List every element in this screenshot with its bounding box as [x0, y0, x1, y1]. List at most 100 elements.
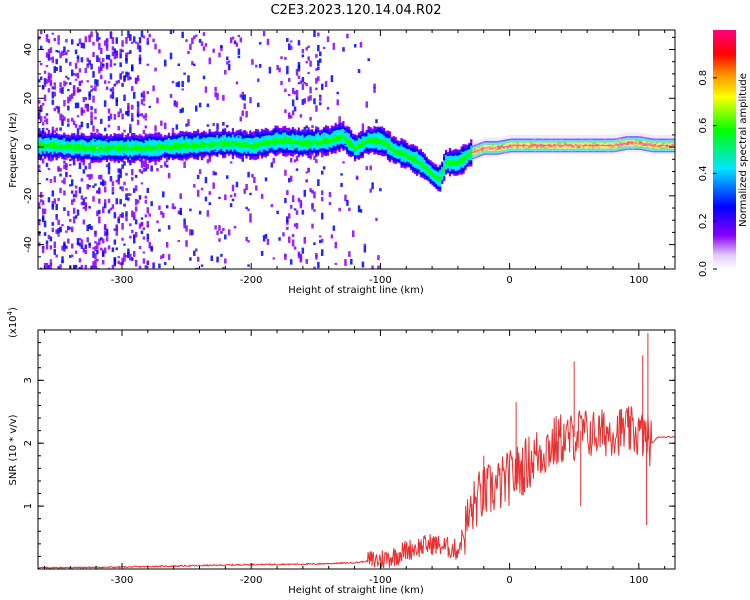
spectrogram-ridge-cell	[365, 138, 368, 141]
spectrogram-ridge-cell	[82, 156, 85, 159]
spectrogram-ridge-cell	[131, 142, 134, 145]
spectrogram-ridge-cell	[107, 148, 110, 150]
spectrogram-ridge-cell	[206, 148, 209, 151]
spectrogram-noise-cell	[257, 78, 260, 83]
spectrogram-ridge-cell	[338, 139, 341, 142]
spectrogram-ridge-cell	[243, 137, 246, 140]
spectrogram-ridge-cell	[61, 144, 64, 146]
spectrogram-ridge-cell	[101, 157, 105, 160]
spectrogram-noise-cell	[235, 81, 239, 85]
spectrogram-ridge-cell	[218, 143, 221, 146]
spectrogram-ridge-cell	[330, 134, 333, 136]
spectrogram-ridge-cell	[338, 127, 341, 129]
spectrogram-ridge-cell	[227, 137, 231, 139]
spectrogram-ridge-cell	[154, 133, 157, 136]
spectrogram-ridge-cell	[288, 139, 291, 142]
spectrogram-ridge-cell	[38, 150, 41, 153]
spectrogram-noise-cell	[115, 200, 119, 203]
spectrogram-ridge-cell	[47, 129, 50, 132]
spectrogram-ridge-cell	[121, 142, 124, 145]
spectrogram-ridge-cell	[328, 142, 331, 145]
spectrogram-ridge-cell	[342, 147, 345, 150]
spectrogram-ridge-cell	[167, 140, 171, 142]
spectrogram-noise-cell	[88, 63, 91, 66]
spectrogram-ridge-cell	[309, 144, 312, 146]
spectrogram-ridge-cell	[348, 130, 351, 133]
spectrogram-ridge-cell	[113, 147, 116, 150]
spectrogram-ridge-cell	[148, 145, 151, 148]
spectrogram-ridge-cell	[222, 145, 225, 148]
spectrogram-ridge-cell	[264, 152, 267, 154]
spectrogram-ridge-cell	[80, 146, 83, 148]
spectrogram-ridge-cell	[369, 150, 372, 152]
spectrogram-ridge-cell	[167, 133, 171, 136]
spectrogram-ridge-cell	[100, 147, 103, 149]
spectrogram-ridge-cell	[131, 133, 134, 135]
spectrogram-noise-cell	[121, 82, 124, 87]
spectrogram-ridge-cell	[86, 157, 89, 160]
spectrogram-ridge-cell	[169, 154, 172, 157]
spectrogram-ridge-cell	[92, 159, 95, 162]
spectrogram-ridge-cell	[375, 151, 378, 153]
spectrogram-ridge-cell	[346, 151, 349, 154]
spectrogram-ridge-cell	[346, 134, 349, 137]
spectrogram-noise-cell	[51, 227, 55, 233]
spectrogram-ridge-cell	[297, 128, 300, 131]
spectrogram-ridge-cell	[158, 140, 161, 143]
spectrogram-ridge-cell	[109, 139, 112, 141]
spectrogram-ridge-cell	[266, 134, 269, 137]
spectrogram-noise-cell	[154, 160, 157, 165]
spectrogram-ridge-cell	[377, 141, 380, 143]
spectrogram-ridge-cell	[163, 136, 167, 138]
spectrogram-noise-cell	[330, 75, 334, 83]
spectrogram-ridge-cell	[216, 138, 219, 140]
spectrogram-ridge-cell	[156, 151, 159, 153]
spectrogram-ridge-cell	[160, 149, 163, 152]
spectrogram-ridge-cell	[113, 135, 116, 138]
spectrogram-noise-cell	[39, 116, 43, 123]
spectrogram-noise-cell	[105, 228, 109, 235]
spectrogram-ridge-cell	[299, 152, 302, 154]
spectrogram-ridge-cell	[262, 129, 266, 132]
spectrogram-ridge-cell	[187, 142, 190, 145]
spectrogram-ridge-cell	[227, 135, 231, 138]
spectrogram-ridge-cell	[198, 132, 202, 135]
spectrogram-noise-cell	[70, 179, 74, 187]
spectrogram-ridge-cell	[231, 146, 235, 148]
spectrogram-ridge-cell	[156, 147, 159, 150]
spectrogram-ridge-cell	[134, 159, 138, 161]
spectrogram-ridge-cell	[160, 138, 163, 141]
spectrogram-ridge-cell	[72, 140, 76, 142]
spectrogram-ridge-cell	[131, 147, 134, 150]
spectrogram-ridge-cell	[121, 148, 124, 151]
spectrogram-ridge-cell	[253, 154, 256, 157]
spectrogram-ridge-cell	[260, 137, 264, 140]
spectrogram-ridge-cell	[129, 142, 132, 144]
spectrogram-ridge-cell	[280, 129, 283, 131]
spectrogram-ridge-cell	[369, 129, 372, 132]
spectrogram-noise-cell	[63, 46, 66, 53]
spectrogram-ridge-cell	[115, 142, 118, 145]
spectrogram-ridge-cell	[169, 148, 172, 151]
spectrogram-ridge-cell	[86, 151, 89, 154]
spectrogram-ridge-cell	[297, 148, 300, 150]
spectrogram-ridge-cell	[286, 140, 289, 142]
spectrogram-ridge-cell	[51, 138, 54, 140]
spectrogram-ridge-cell	[86, 138, 89, 140]
spectrogram-ridge-cell	[274, 127, 277, 130]
spectrogram-ridge-cell	[313, 143, 316, 145]
spectrogram-noise-cell	[152, 262, 155, 268]
spectrogram-ridge-cell	[136, 150, 140, 152]
spectrogram-ridge-cell	[280, 148, 283, 151]
spectrogram-ridge-cell	[179, 144, 182, 146]
spectrogram-noise-cell	[129, 223, 132, 227]
spectrogram-noise-cell	[276, 210, 279, 215]
spectrogram-ridge-cell	[63, 149, 66, 152]
spectrogram-ridge-cell	[359, 145, 362, 148]
spectrogram-ridge-cell	[309, 149, 312, 151]
spectrogram-ridge-cell	[255, 135, 258, 137]
spectrogram-ridge-cell	[171, 142, 174, 145]
spectrogram-noise-cell	[78, 242, 82, 247]
spectrogram-noise-cell	[103, 180, 107, 186]
spectrogram-ridge-cell	[98, 161, 101, 163]
